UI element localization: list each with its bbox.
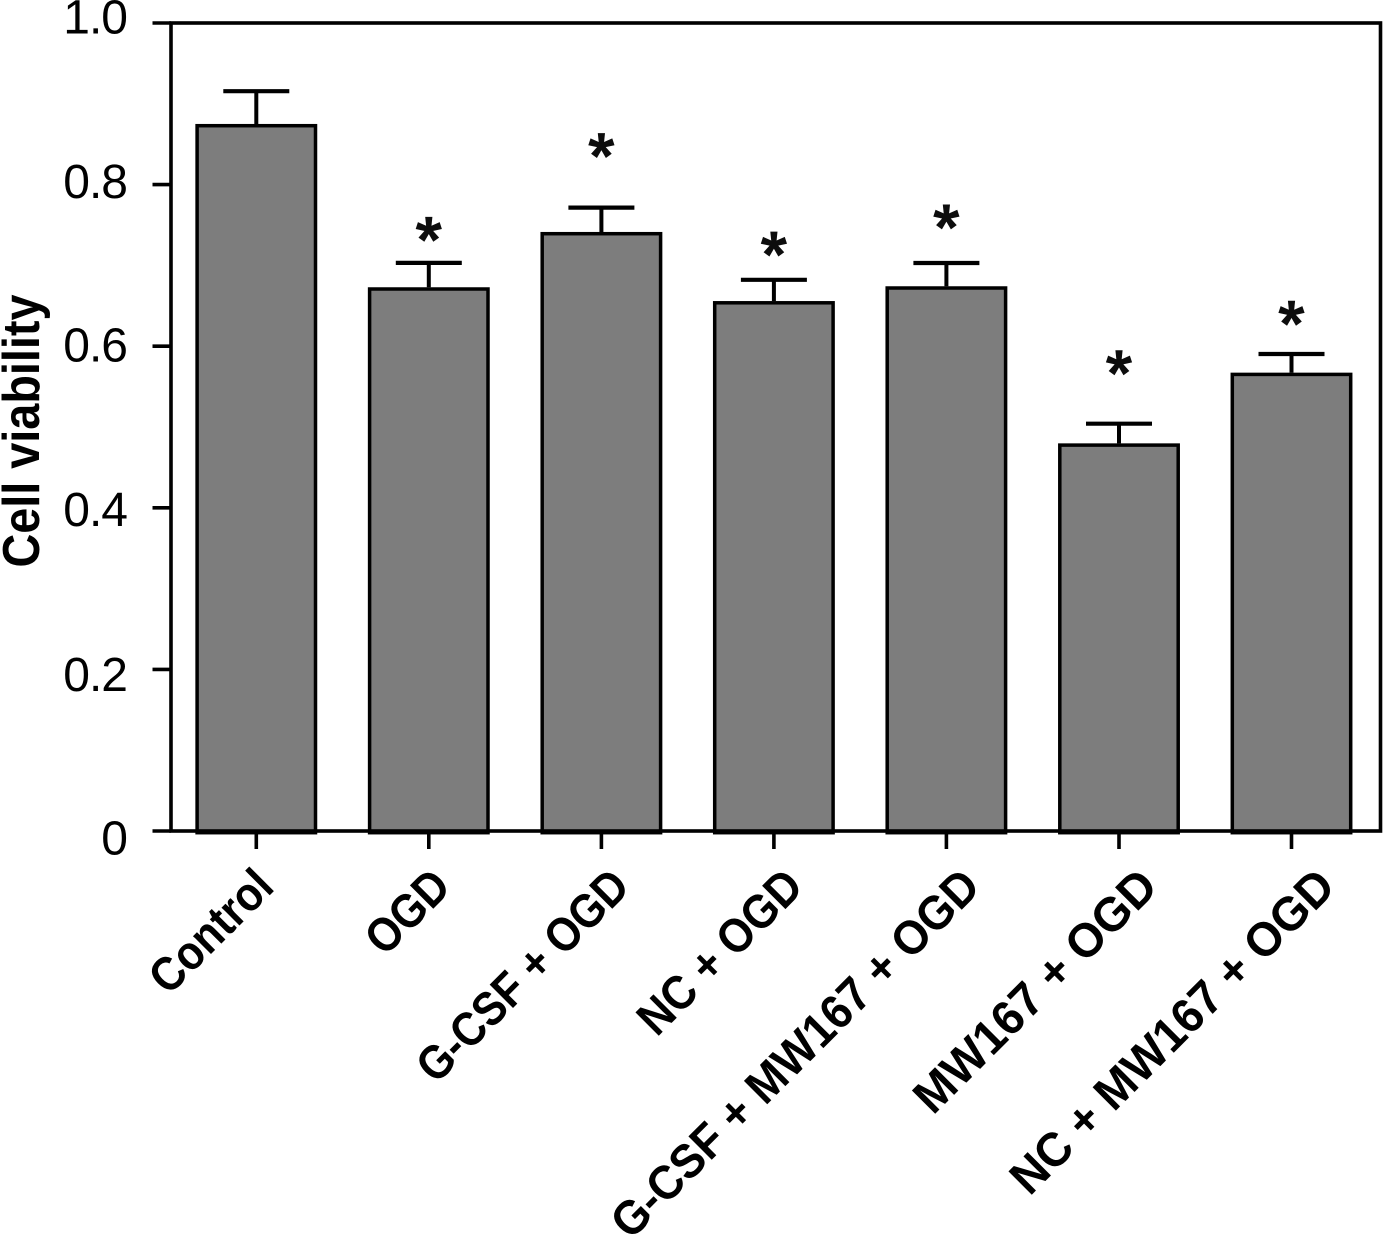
svg-text:1.0: 1.0	[63, 0, 127, 45]
svg-text:0.8: 0.8	[63, 156, 127, 209]
svg-text:0.6: 0.6	[63, 320, 127, 373]
svg-text:Cell viability: Cell viability	[0, 294, 51, 567]
svg-text:0.4: 0.4	[63, 484, 127, 537]
svg-text:0: 0	[101, 813, 127, 866]
svg-text:0.2: 0.2	[63, 649, 127, 702]
